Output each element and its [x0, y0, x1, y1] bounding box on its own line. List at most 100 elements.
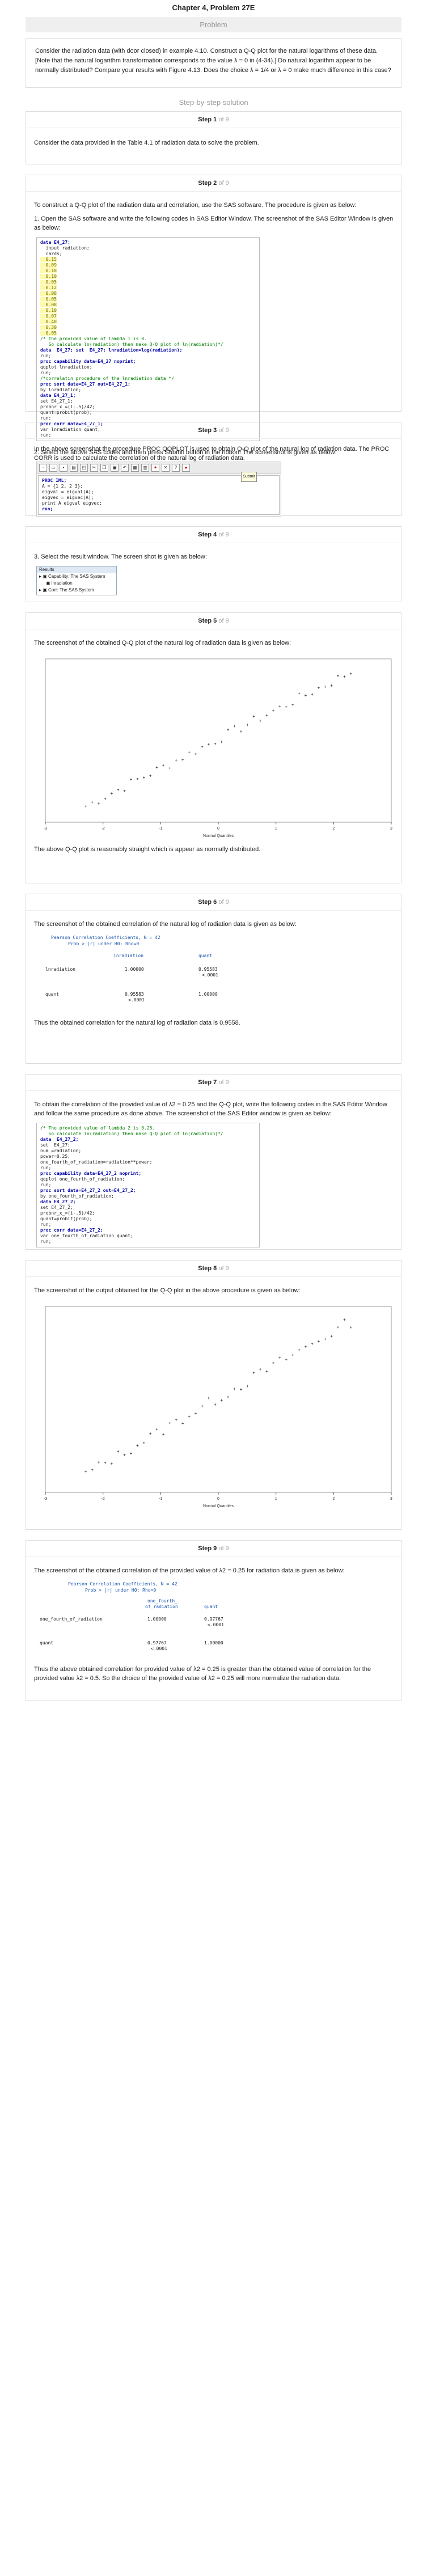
- step-9-header: Step 9 of 9: [26, 1541, 401, 1557]
- qq-point: +: [298, 1347, 301, 1352]
- code-line: 0.40: [40, 319, 57, 324]
- qq-point: +: [162, 1432, 165, 1437]
- cut-icon[interactable]: ✂: [90, 464, 98, 472]
- code-comment: /*correlatin procedure of the lnradiatio…: [40, 376, 175, 381]
- new-file-icon[interactable]: ▫: [39, 464, 47, 472]
- step-6-text: The screenshot of the obtained correlati…: [34, 921, 297, 928]
- qq-point: +: [337, 673, 340, 678]
- step-number: Step 7: [198, 1079, 217, 1086]
- corr-row-label: quant: [45, 992, 60, 997]
- qq-point: +: [240, 1387, 243, 1392]
- open-folder-icon[interactable]: ▭: [49, 464, 57, 472]
- qq-point: +: [317, 1339, 320, 1344]
- qq-point: +: [181, 1421, 184, 1426]
- step-number: Step 2: [198, 180, 217, 187]
- new-library-icon[interactable]: ▦: [131, 464, 139, 472]
- results-window: Results ▸ ▣ Capability: The SAS System ▣…: [36, 566, 117, 595]
- code-line: run;: [40, 370, 52, 375]
- code-line: set E4_27;: [40, 1143, 70, 1148]
- x-tick-label: 2: [332, 1497, 335, 1501]
- help-icon[interactable]: ?: [172, 464, 180, 472]
- code-line: data E4_27_2;: [40, 1199, 76, 1204]
- code-line: data E4_27; set E4_27; lnradiation=log(r…: [40, 348, 183, 353]
- undo-icon[interactable]: ↶: [121, 464, 129, 472]
- code-line: quant=probit(prob);: [40, 410, 92, 415]
- qq-point: +: [324, 1336, 327, 1342]
- step-5-text: The screenshot of the obtained Q-Q plot …: [34, 640, 291, 646]
- paste-icon[interactable]: ▣: [111, 464, 119, 472]
- folder-icon: ▸ ▣: [39, 574, 49, 579]
- results-item-capability[interactable]: Capability: The SAS System: [48, 574, 105, 579]
- qq-point: +: [136, 1443, 139, 1448]
- qq-point: +: [175, 758, 178, 763]
- qq-point: +: [195, 751, 197, 756]
- code-line: power=0.25;: [40, 1154, 70, 1159]
- qq-point: +: [201, 1403, 204, 1408]
- code-line: 0.10: [40, 274, 57, 279]
- step-number: Step 5: [198, 617, 217, 624]
- step-3: Step 3 of 9 2. Select the above SAS code…: [26, 422, 401, 517]
- problem-statement: Consider the radiation data (with door c…: [26, 38, 401, 88]
- qq-point: +: [136, 777, 139, 782]
- explorer-icon[interactable]: ▥: [141, 464, 149, 472]
- code-line: 0.30: [40, 325, 57, 330]
- sas-editor-screenshot-3: /* The provided value of lambda 2 is 0.2…: [36, 1123, 260, 1247]
- x-tick-label: 1: [275, 827, 277, 831]
- step-of: of 9: [218, 1265, 229, 1272]
- code-line: by one_fourth_of_radiation;: [40, 1194, 115, 1199]
- step-6: Step 6 of 9 The screenshot of the obtain…: [26, 894, 401, 1064]
- code-line: eigval = eigval(A);: [42, 489, 94, 494]
- code-line: run;: [40, 416, 52, 421]
- qq-point: +: [110, 1461, 113, 1466]
- step-9-text: The screenshot of the obtained correlati…: [34, 1567, 345, 1574]
- code-line: run;: [42, 506, 53, 511]
- qq-point: +: [214, 742, 217, 747]
- qq-point: +: [91, 1467, 94, 1473]
- code-line: run;: [40, 433, 52, 438]
- qq-point: +: [220, 739, 223, 745]
- code-line: 0.12: [40, 285, 57, 290]
- code-line: proc capability data=E4_27_2 noprint;: [40, 1171, 142, 1176]
- step-5-conclusion: The above Q-Q plot is reasonably straigh…: [34, 846, 261, 853]
- step-of: of 9: [218, 617, 229, 624]
- step-number: Step 1: [198, 116, 217, 123]
- code-line: proc corr data=E4_27_2;: [40, 1228, 103, 1233]
- stop-icon[interactable]: ●: [182, 464, 190, 472]
- code-line: proc sort data=E4_27_2 out=E4_27_2;: [40, 1188, 136, 1193]
- step-1-header: Step 1 of 9: [26, 112, 401, 128]
- code-line: 0.07: [40, 314, 57, 319]
- code-block: data E4_27; input radiation; cards; 0.15…: [40, 240, 256, 438]
- qq-point: +: [337, 1325, 340, 1330]
- code-line: run;: [40, 1222, 52, 1227]
- step-9: Step 9 of 9 The screenshot of the obtain…: [26, 1540, 401, 1701]
- save-icon[interactable]: ▪: [60, 464, 67, 472]
- qq-point: +: [252, 1370, 255, 1375]
- step-5-header: Step 5 of 9: [26, 613, 401, 629]
- corr-cell: 1.00000: [147, 1617, 167, 1622]
- corr-cell: 0.95583: [198, 967, 218, 972]
- qq-point: +: [285, 1357, 288, 1363]
- x-tick-label: -1: [159, 1497, 162, 1501]
- code-line: print A eigval eigvec;: [42, 501, 102, 506]
- results-item-corr[interactable]: Corr: The SAS System: [48, 587, 94, 593]
- qq-point: +: [252, 714, 255, 719]
- submit-run-icon[interactable]: ✦: [151, 464, 159, 472]
- print-preview-icon[interactable]: ◰: [80, 464, 88, 472]
- code-line: 0.05: [40, 297, 57, 302]
- x-axis-label: Normal Quantiles: [203, 1504, 234, 1508]
- step-7-text: To obtain the correlation of the provide…: [34, 1101, 387, 1117]
- x-tick-label: 3: [390, 827, 392, 831]
- copy-icon[interactable]: ❐: [100, 464, 108, 472]
- problem-header: Problem: [26, 17, 401, 32]
- results-item-lnradiation[interactable]: lnradiation: [51, 581, 73, 586]
- clear-icon[interactable]: ✕: [162, 464, 170, 472]
- qq-point: +: [117, 1449, 120, 1454]
- qq-point: +: [188, 1414, 191, 1419]
- code-line: var lnradiation quant;: [40, 427, 100, 432]
- print-icon[interactable]: ▤: [70, 464, 78, 472]
- corr-col-header: lnradiation: [113, 953, 143, 958]
- qq-point: +: [110, 791, 113, 796]
- code-line: 0.05: [40, 280, 57, 285]
- step-2-header: Step 2 of 9: [26, 175, 401, 192]
